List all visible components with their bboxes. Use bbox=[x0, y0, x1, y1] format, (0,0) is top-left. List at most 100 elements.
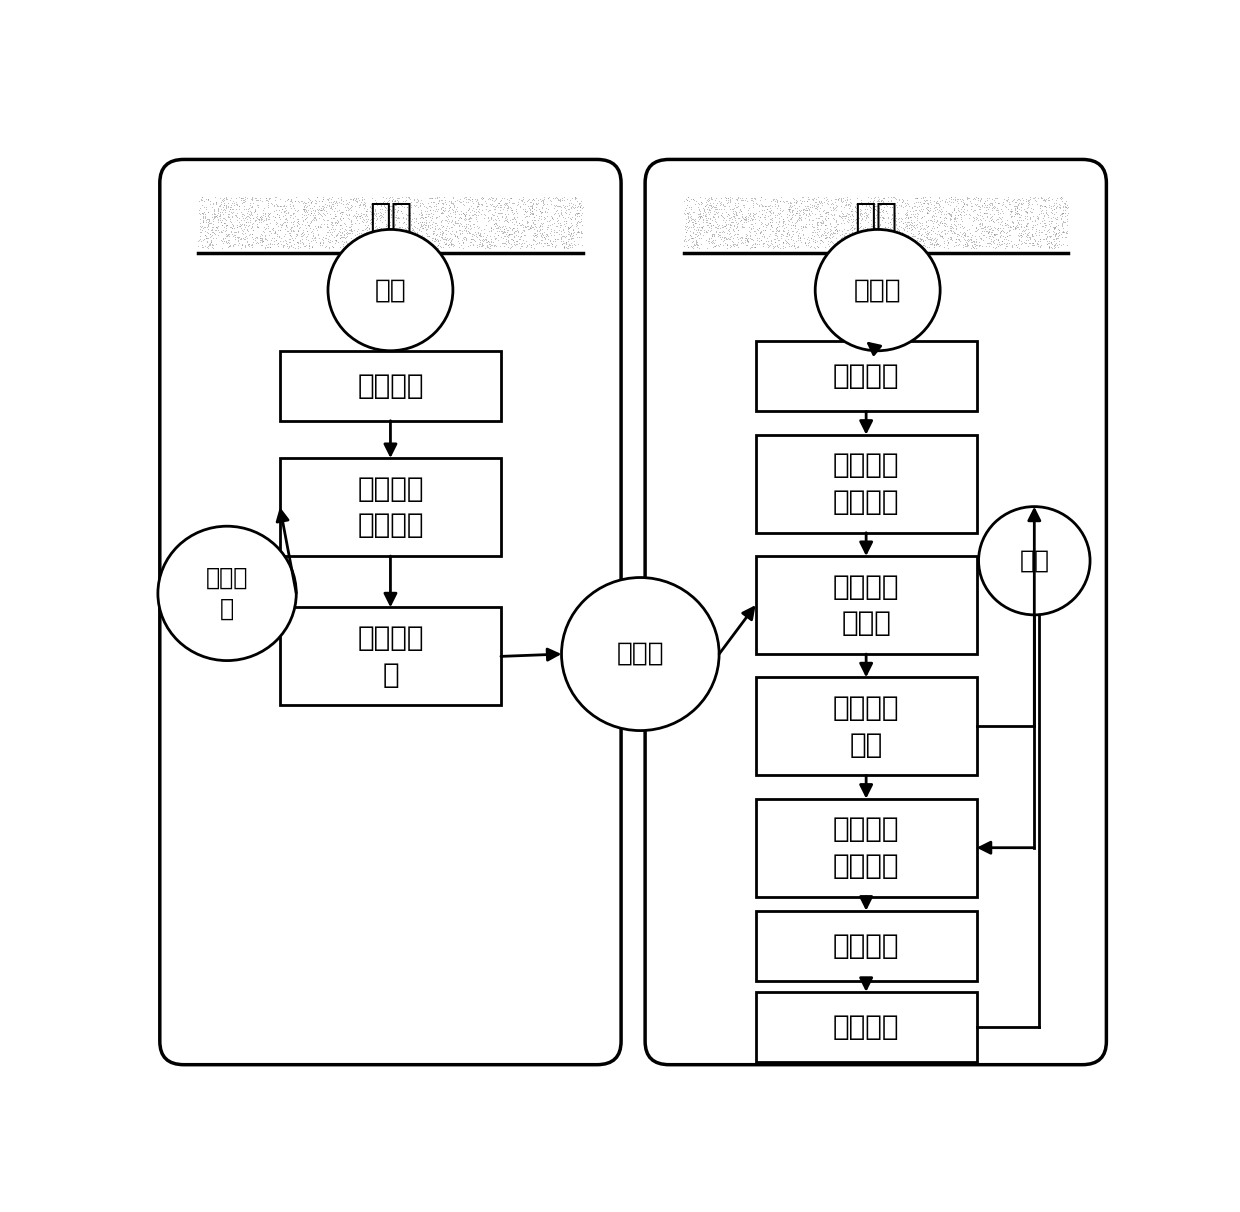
Point bbox=[567, 191, 587, 211]
Point bbox=[982, 199, 1002, 218]
Point bbox=[702, 216, 722, 235]
Point bbox=[485, 213, 505, 233]
Point bbox=[847, 221, 867, 240]
Point bbox=[387, 207, 407, 227]
Point bbox=[267, 195, 286, 215]
Point bbox=[567, 216, 587, 235]
Point bbox=[471, 204, 491, 223]
Point bbox=[314, 204, 334, 223]
Point bbox=[383, 208, 403, 228]
Point bbox=[197, 228, 217, 247]
Point bbox=[331, 202, 351, 222]
Point bbox=[564, 199, 584, 218]
Point bbox=[939, 189, 959, 208]
Point bbox=[806, 208, 826, 228]
Point bbox=[355, 230, 374, 250]
Point bbox=[386, 190, 405, 210]
Point bbox=[681, 206, 701, 225]
Point bbox=[795, 199, 815, 218]
Point bbox=[496, 206, 516, 225]
Point bbox=[463, 229, 482, 248]
Point bbox=[787, 222, 807, 241]
Point bbox=[569, 212, 589, 231]
Point bbox=[823, 208, 843, 228]
Point bbox=[723, 235, 743, 255]
Point bbox=[743, 195, 763, 215]
Point bbox=[1039, 236, 1059, 256]
Point bbox=[889, 195, 909, 215]
Point bbox=[775, 238, 795, 257]
Point bbox=[254, 210, 274, 229]
Point bbox=[899, 213, 919, 233]
Point bbox=[1004, 218, 1024, 238]
Point bbox=[253, 207, 273, 227]
Point bbox=[516, 201, 536, 221]
Point bbox=[749, 234, 769, 253]
Point bbox=[822, 224, 842, 244]
Point bbox=[725, 194, 745, 213]
Point bbox=[215, 193, 234, 212]
Point bbox=[356, 218, 376, 238]
Point bbox=[224, 218, 244, 238]
Point bbox=[859, 234, 879, 253]
Point bbox=[352, 221, 372, 240]
Point bbox=[963, 211, 983, 230]
Point bbox=[322, 217, 342, 236]
Point bbox=[1009, 211, 1029, 230]
Point bbox=[1022, 225, 1042, 245]
Point bbox=[770, 229, 790, 248]
Point bbox=[522, 198, 542, 217]
Point bbox=[234, 199, 254, 218]
Point bbox=[699, 213, 719, 233]
Point bbox=[890, 235, 910, 255]
Point bbox=[916, 199, 936, 218]
Point bbox=[370, 210, 389, 229]
Point bbox=[479, 210, 498, 229]
Point bbox=[451, 208, 471, 228]
Point bbox=[498, 238, 518, 257]
Point bbox=[826, 211, 846, 230]
Point bbox=[272, 216, 291, 235]
Point bbox=[306, 218, 326, 238]
Point bbox=[960, 219, 980, 239]
Point bbox=[560, 213, 580, 233]
Point bbox=[686, 234, 706, 253]
Point bbox=[388, 223, 408, 242]
Point bbox=[1023, 200, 1043, 219]
Point bbox=[950, 215, 970, 234]
Point bbox=[765, 219, 785, 239]
Point bbox=[1032, 222, 1052, 241]
Point bbox=[712, 200, 732, 219]
Point bbox=[386, 223, 405, 242]
Point bbox=[330, 228, 350, 247]
Point bbox=[188, 204, 208, 223]
Point bbox=[893, 191, 913, 211]
Point bbox=[413, 212, 433, 231]
Point bbox=[208, 198, 228, 217]
Point bbox=[842, 204, 862, 223]
Point bbox=[978, 233, 998, 252]
Point bbox=[1006, 205, 1025, 224]
Point bbox=[897, 204, 916, 223]
Point bbox=[720, 191, 740, 211]
Point bbox=[854, 230, 874, 250]
Point bbox=[879, 238, 899, 257]
Point bbox=[941, 193, 961, 212]
Point bbox=[977, 188, 997, 207]
Point bbox=[893, 218, 913, 238]
Point bbox=[469, 217, 489, 236]
Point bbox=[990, 215, 1009, 234]
Point bbox=[997, 215, 1017, 234]
Point bbox=[764, 229, 784, 248]
Point bbox=[786, 194, 806, 213]
Point bbox=[763, 222, 782, 241]
Point bbox=[281, 218, 301, 238]
Point bbox=[500, 198, 520, 217]
Point bbox=[506, 222, 526, 241]
Point bbox=[966, 238, 986, 257]
Point bbox=[994, 213, 1014, 233]
Point bbox=[553, 219, 573, 239]
Point bbox=[518, 212, 538, 231]
Point bbox=[293, 215, 312, 234]
Point bbox=[472, 195, 492, 215]
